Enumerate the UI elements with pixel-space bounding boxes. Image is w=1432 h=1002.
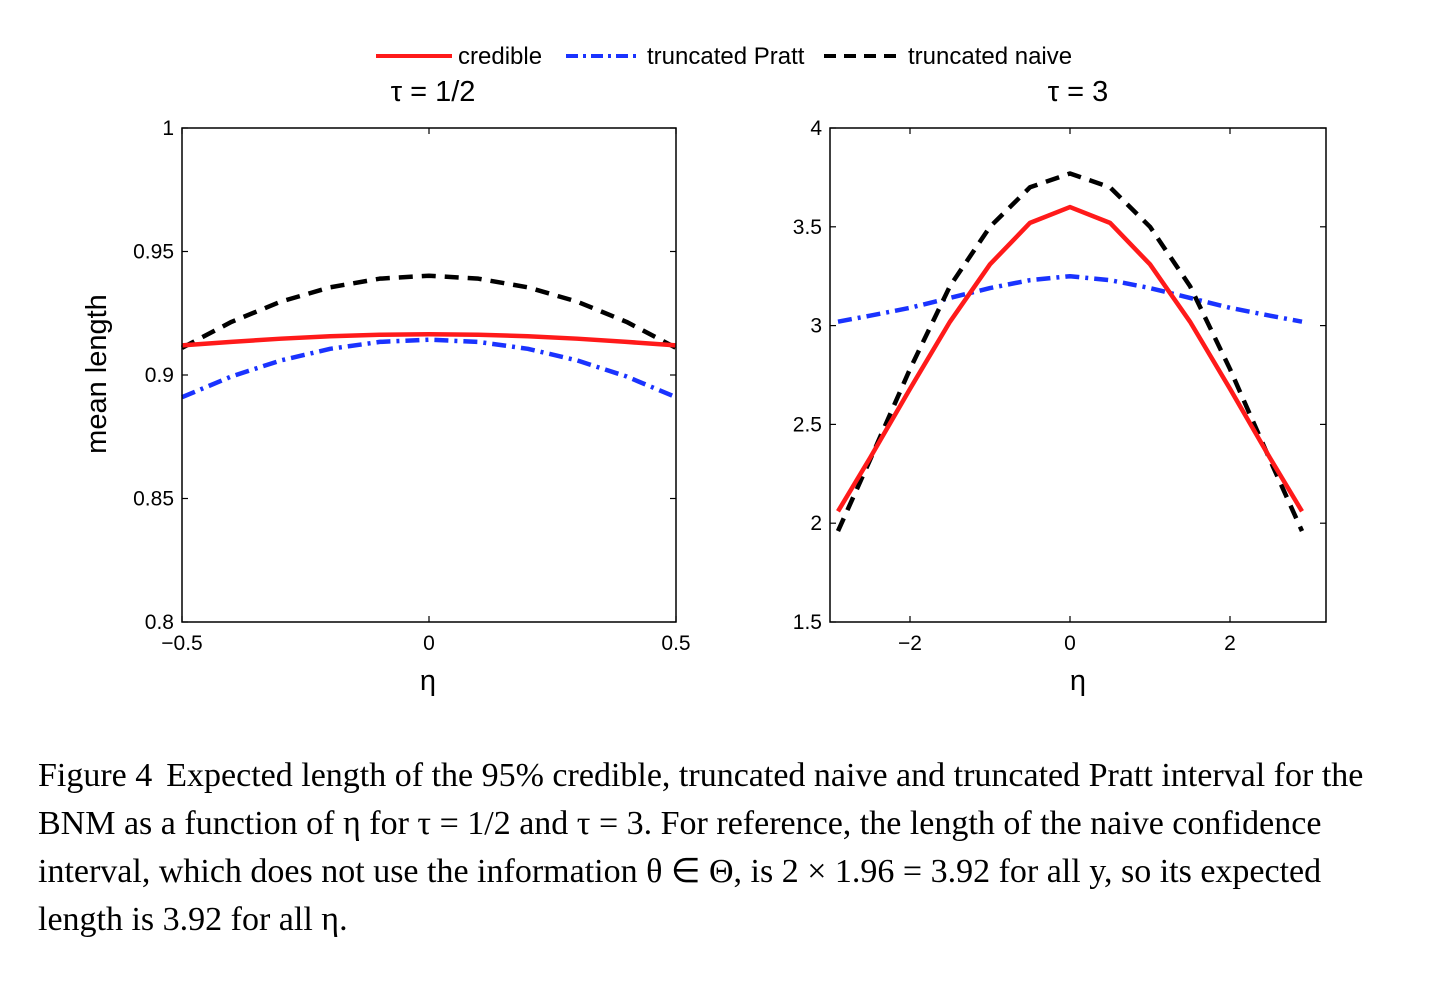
left-ytick-label: 0.95: [133, 241, 174, 264]
left-ytick-label: 0.8: [145, 611, 174, 634]
left-xtick-label: 0: [423, 632, 435, 655]
right-ytick-label: 4: [810, 117, 822, 140]
caption-label: Figure 4: [38, 757, 153, 794]
right-ytick-label: 1.5: [793, 611, 822, 634]
left-series-line-truncated-Pratt: [181, 337, 677, 400]
panel-title-left: τ = 1/2: [391, 76, 476, 108]
right-xtick-label: 0: [1064, 632, 1076, 655]
left-xtick-label: 0.5: [661, 632, 690, 655]
ticks-right: −2 0 2 1.5 2 2.5 3 3.5 4: [793, 117, 1326, 655]
series-right: [835, 171, 1305, 533]
ticks-left: −0.5 0 0.5 0.8 0.85 0.9 0.95 1: [133, 117, 690, 655]
figure-caption: Figure 4 Expected length of the 95% credi…: [38, 752, 1378, 944]
panel-tau-three: τ = 3 η −2 0 2 1.5 2 2.5 3 3.5 4: [793, 76, 1327, 697]
y-axis-label-left: mean length: [81, 294, 113, 454]
right-ytick-label: 3.5: [793, 216, 822, 239]
legend-label-credible: credible: [458, 43, 542, 70]
right-series-line-truncated-naive: [835, 171, 1305, 533]
plot-frame-right: [829, 127, 1327, 623]
caption-text: Expected length of the 95% credible, tru…: [38, 757, 1364, 938]
left-ytick-label: 0.9: [145, 364, 174, 387]
panel-title-right: τ = 3: [1048, 76, 1109, 108]
right-xtick-label: −2: [898, 632, 922, 655]
left-xtick-label: −0.5: [161, 632, 202, 655]
x-axis-label-right: η: [1070, 665, 1086, 697]
right-ytick-label: 2.5: [793, 413, 822, 436]
panel-tau-half: τ = 1/2 mean length η −0.5 0 0.5 0.8 0.85 0.9…: [81, 76, 691, 697]
right-ytick-label: 2: [810, 512, 822, 535]
left-series-line-truncated-naive: [180, 273, 678, 350]
left-series-line-credible: [181, 332, 677, 348]
legend: credible truncated Pratt truncated naive: [376, 43, 1072, 70]
left-ytick-label: 1: [162, 117, 174, 140]
right-series-line-truncated-Pratt: [837, 273, 1303, 324]
series-left: [180, 273, 678, 400]
right-ytick-label: 3: [810, 315, 822, 338]
left-ytick-label: 0.85: [133, 488, 174, 511]
legend-label-truncated-naive: truncated naive: [908, 43, 1072, 70]
x-axis-label-left: η: [420, 665, 436, 697]
plot-frame-left: [181, 127, 677, 623]
right-series-line-credible: [836, 204, 1304, 513]
legend-label-truncated-pratt: truncated Pratt: [647, 43, 805, 70]
figure: credible truncated Pratt truncated naive…: [81, 43, 1327, 697]
right-xtick-label: 2: [1224, 632, 1236, 655]
